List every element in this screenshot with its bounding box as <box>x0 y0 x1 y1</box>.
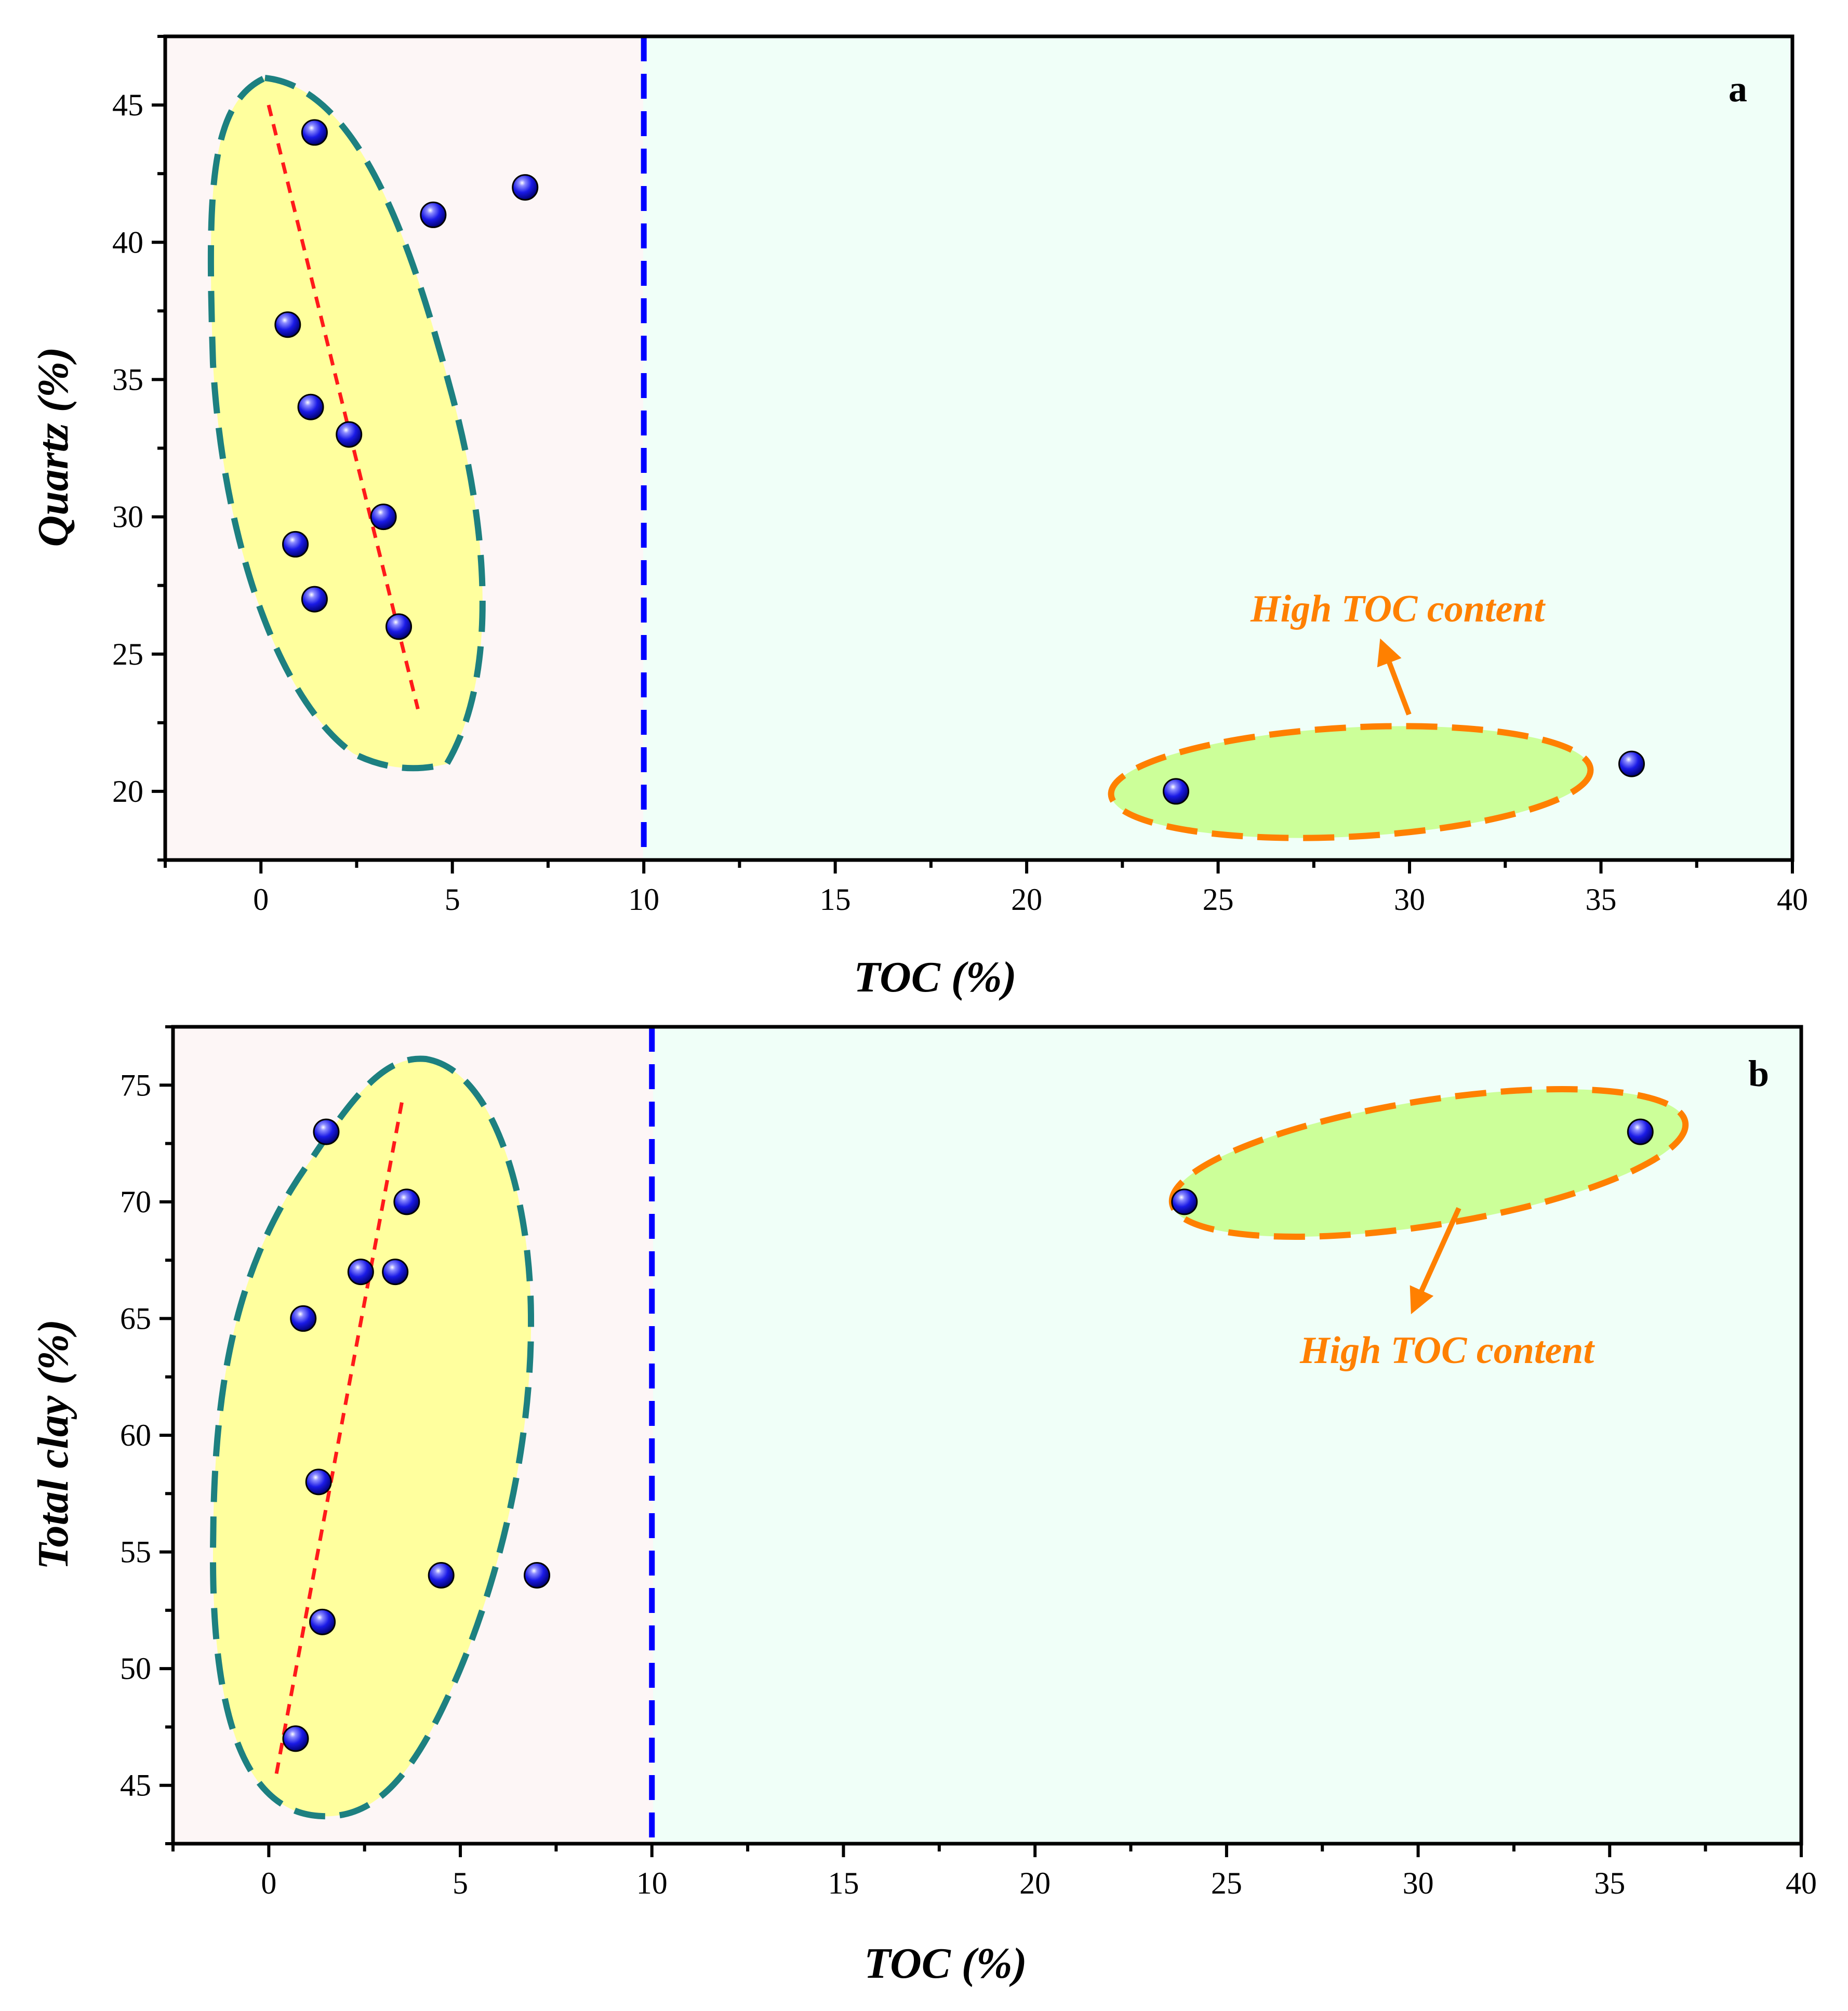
panel-a-y-tick-label: 30 <box>112 500 143 534</box>
panel-a-letter: a <box>1729 68 1747 110</box>
panel-b-points <box>282 1118 1654 1752</box>
panel-a-point-2 <box>420 201 447 228</box>
panel-a-point-6 <box>336 421 363 448</box>
panel-b-point-10 <box>282 1725 309 1752</box>
panel-a-y-tick-label: 25 <box>112 637 143 671</box>
panel-b-point-2 <box>393 1188 420 1215</box>
panel-a-high-toc-cluster <box>1108 723 1594 841</box>
panel-b-low-toc-cluster <box>209 1055 535 1820</box>
panel-a-x-tick-label: 40 <box>1777 882 1808 917</box>
panel-b-x-tick-label: 25 <box>1211 1866 1242 1900</box>
panel-a-point-12 <box>1618 750 1645 777</box>
panel-b-annotation-arrow <box>1410 1207 1461 1315</box>
panel-a-y-tick-label: 40 <box>112 225 143 259</box>
panel-b-x-ticks: 0 5 10 15 20 25 30 35 40 <box>171 1844 1817 1900</box>
panel-a-x-tick-label: 20 <box>1011 882 1042 917</box>
panel-b-letter: b <box>1748 1053 1769 1094</box>
panel-b-x-tick-label: 5 <box>453 1866 468 1900</box>
panel-b-x-tick-label: 40 <box>1786 1866 1817 1900</box>
panel-a-annotation: High TOC content <box>1250 588 1546 630</box>
panel-a-points <box>274 119 1645 805</box>
panel-b-point-12 <box>1627 1118 1654 1145</box>
panel-a-y-tick-label: 20 <box>112 774 143 809</box>
panel-a-x-tick-label: 10 <box>628 882 659 917</box>
panel-a-annotation-arrow <box>1377 638 1412 716</box>
panel-b-x-tick-label: 35 <box>1594 1866 1625 1900</box>
panel-b-point-3 <box>347 1259 374 1286</box>
panel-b-y-tick-label: 60 <box>120 1418 151 1452</box>
panel-a-point-1 <box>301 119 328 146</box>
panel-a-y-ticks: 20 25 30 35 40 45 <box>112 35 165 862</box>
panel-a-x-ticks: 0 5 10 15 20 25 30 35 40 <box>164 860 1808 917</box>
panel-b-x-tick-label: 30 <box>1403 1866 1434 1900</box>
panel-a-x-tick-label: 0 <box>253 882 269 917</box>
panel-a-point-3 <box>512 174 539 201</box>
panel-b-point-11 <box>1171 1188 1198 1215</box>
panel-a-y-axis-title: Quartz (%) <box>29 347 77 547</box>
panel-b-y-ticks: 45 50 55 60 65 70 75 <box>120 1025 173 1845</box>
panel-b-x-tick-label: 10 <box>636 1866 668 1900</box>
panel-a-point-7 <box>370 504 397 531</box>
panel-a-y-tick-label: 45 <box>112 88 143 122</box>
panel-a-trend-line <box>267 104 420 710</box>
panel-a-point-10 <box>385 613 413 640</box>
panel-a-point-11 <box>1163 778 1190 805</box>
panel-a-x-tick-label: 5 <box>445 882 460 917</box>
panel-b-point-6 <box>305 1468 332 1496</box>
panel-a-point-5 <box>297 393 324 420</box>
panel-a-x-axis-title: TOC (%) <box>854 953 1016 1001</box>
panel-b-annotation: High TOC content <box>1299 1329 1595 1372</box>
panel-b-x-axis-title: TOC (%) <box>864 1939 1027 1988</box>
panel-b-y-axis-title: Total clay (%) <box>29 1319 77 1570</box>
panel-a-x-tick-label: 30 <box>1394 882 1425 917</box>
panel-a-y-tick-label: 35 <box>112 362 143 396</box>
panel-b-y-tick-label: 50 <box>120 1651 151 1686</box>
panel-a-high-toc-region <box>643 36 1792 860</box>
panel-a-point-4 <box>274 311 301 338</box>
panel-a-x-tick-label: 35 <box>1586 882 1617 917</box>
panel-b-y-tick-label: 45 <box>120 1768 151 1803</box>
panel-b-y-tick-label: 55 <box>120 1535 151 1569</box>
panel-a: 0 5 10 15 20 25 30 35 40 20 25 30 35 40 45 TOC (%) Qu… <box>29 34 1808 1001</box>
panel-b-point-5 <box>290 1305 317 1332</box>
panel-a-point-9 <box>301 586 328 613</box>
panel-b-y-tick-label: 70 <box>120 1185 151 1219</box>
panel-b-y-tick-label: 75 <box>120 1068 151 1102</box>
panel-b-x-tick-label: 20 <box>1019 1866 1051 1900</box>
panel-b-point-8 <box>524 1562 551 1589</box>
panel-b-x-tick-label: 0 <box>261 1866 276 1900</box>
panel-a-x-tick-label: 25 <box>1203 882 1234 917</box>
panel-a-x-tick-label: 15 <box>820 882 851 917</box>
panel-b-point-4 <box>382 1259 409 1286</box>
panel-b-trend-line <box>274 1096 405 1774</box>
panel-b-point-1 <box>313 1118 340 1145</box>
panel-b-point-9 <box>309 1608 336 1635</box>
panel-b-point-7 <box>428 1562 455 1589</box>
panel-a-point-8 <box>282 531 309 558</box>
panel-b-x-tick-label: 15 <box>828 1866 859 1900</box>
panel-b-y-tick-label: 65 <box>120 1301 151 1335</box>
